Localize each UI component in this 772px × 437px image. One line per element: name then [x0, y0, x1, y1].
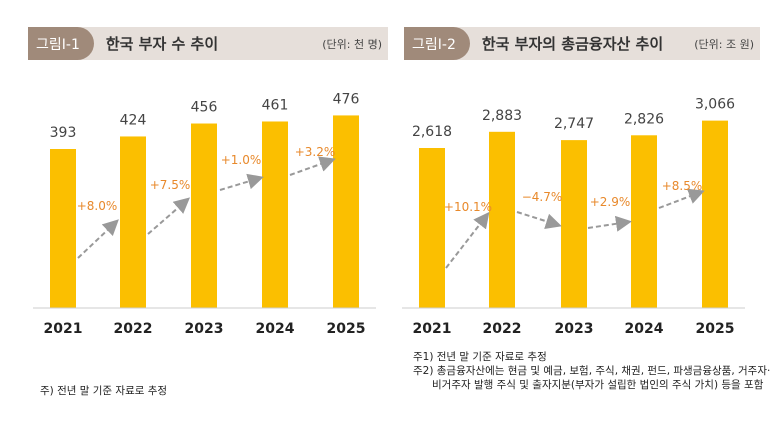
growth-label: +10.1%: [444, 200, 492, 214]
chart2-header: 그림Ⅰ-2 한국 부자의 총금융자산 추이 (단위: 조 원): [404, 27, 760, 60]
x-tick-label: 2024: [256, 321, 295, 337]
value-label: 393: [50, 125, 77, 141]
x-tick-label: 2023: [185, 321, 224, 337]
bar-2021: [50, 149, 76, 308]
bar-2023: [191, 123, 217, 309]
note-right-2: 주2) 총금융자산에는 현금 및 예금, 보험, 주식, 채권, 펀드, 파생금…: [413, 365, 771, 377]
value-label: 2,826: [624, 111, 664, 127]
chart1-header: 그림Ⅰ-1 한국 부자 수 추이 (단위: 천 명): [28, 27, 388, 60]
value-label: 476: [333, 91, 360, 107]
note-right-1: 주1) 전년 말 기준 자료로 추정: [413, 351, 547, 363]
growth-arrow: [658, 188, 705, 209]
note-left: 주) 전년 말 기준 자료로 추정: [40, 385, 168, 397]
growth-label: +2.9%: [590, 195, 631, 209]
figure-badge: 그림Ⅰ-2: [404, 27, 470, 60]
x-tick-label: 2025: [327, 321, 366, 337]
growth-arrow: [289, 156, 336, 176]
x-tick-label: 2022: [114, 321, 153, 337]
growth-label: +7.5%: [150, 178, 191, 192]
growth-arrow: [445, 211, 490, 269]
value-label: 456: [191, 100, 218, 116]
bar-2023: [561, 140, 587, 308]
value-label: 2,618: [412, 124, 452, 140]
bar-2021: [419, 148, 445, 308]
figure-badge: 그림Ⅰ-1: [28, 27, 94, 60]
unit-label: (단위: 조 원): [694, 37, 754, 51]
growth-arrow: [587, 215, 632, 232]
value-label: 3,066: [695, 97, 735, 113]
bar-2022: [489, 131, 515, 308]
bar-2025: [702, 120, 728, 308]
growth-arrow: [147, 197, 191, 235]
growth-label: +8.5%: [662, 179, 703, 193]
bar-2024: [262, 121, 288, 308]
growth-arrow: [219, 173, 264, 191]
x-tick-label: 2021: [413, 321, 452, 337]
growth-arrow: [516, 211, 562, 229]
growth-label: +3.2%: [295, 145, 336, 159]
value-label: 461: [262, 97, 289, 113]
x-tick-label: 2023: [555, 321, 594, 337]
unit-label: (단위: 천 명): [322, 37, 382, 51]
growth-arrow: [77, 219, 119, 259]
growth-label: +8.0%: [77, 199, 118, 213]
bar-2022: [120, 136, 146, 308]
x-tick-label: 2025: [696, 321, 735, 337]
value-label: 2,883: [482, 108, 522, 124]
chart-title: 한국 부자의 총금융자산 추이: [481, 35, 664, 53]
x-tick-label: 2021: [44, 321, 83, 337]
growth-label: +1.0%: [221, 153, 262, 167]
x-tick-label: 2022: [483, 321, 522, 337]
value-label: 424: [120, 112, 147, 128]
value-label: 2,747: [554, 116, 594, 132]
growth-label: −4.7%: [522, 190, 563, 204]
x-tick-label: 2024: [625, 321, 664, 337]
note-right-3: 비거주자 발행 주식 및 출자지분(부자가 설립한 법인의 주식 가치) 등을 …: [432, 379, 764, 391]
bar-2024: [631, 135, 657, 308]
bar-2025: [333, 115, 359, 308]
chart-title: 한국 부자 수 추이: [105, 35, 219, 53]
